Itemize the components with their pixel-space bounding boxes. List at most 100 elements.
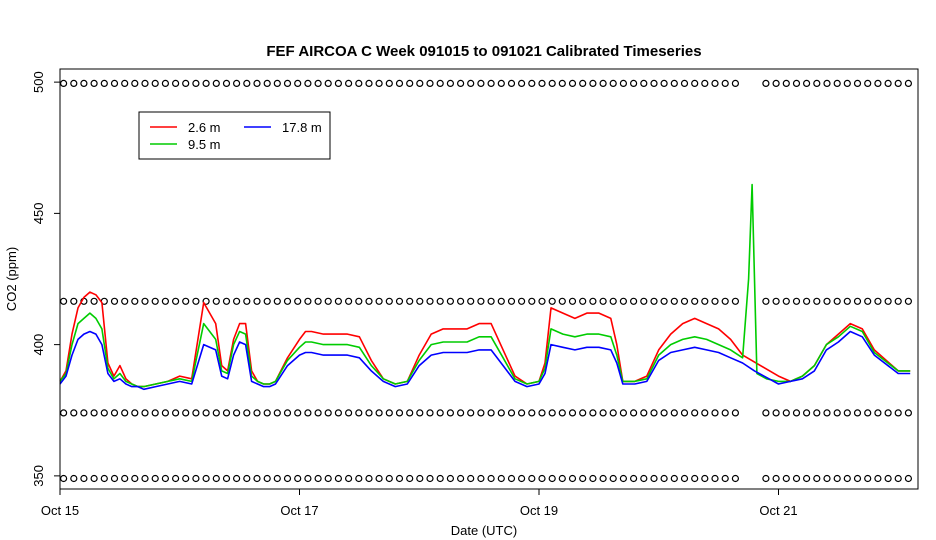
flag-marker (487, 297, 495, 305)
flag-marker (528, 474, 536, 483)
x-tick-label: Oct 17 (280, 503, 318, 518)
flag-marker (782, 409, 790, 417)
flag-marker (874, 409, 882, 417)
flag-marker (355, 297, 363, 305)
flag-marker (172, 79, 180, 88)
flag-marker (823, 297, 831, 305)
flag-marker (172, 409, 180, 417)
flag-marker (497, 409, 505, 417)
flag-marker (233, 474, 241, 483)
flag-marker (609, 474, 617, 483)
flag-marker (70, 297, 78, 305)
flag-marker (100, 79, 108, 88)
flag-marker (273, 474, 281, 483)
flag-marker (426, 297, 434, 305)
flag-marker (904, 474, 913, 483)
flag-marker (823, 474, 831, 483)
flag-marker (243, 474, 251, 483)
flag-marker (894, 79, 902, 88)
flag-marker (772, 297, 780, 305)
flag-marker (507, 79, 516, 88)
flag-marker (90, 474, 98, 483)
flag-marker (538, 474, 546, 483)
flag-marker (711, 297, 719, 305)
flag-marker (548, 409, 556, 417)
flag-marker (477, 297, 485, 305)
flag-marker (711, 409, 719, 417)
flag-marker (406, 409, 414, 417)
flag-marker (131, 409, 139, 417)
flag-marker (467, 297, 475, 305)
flag-marker (904, 297, 913, 305)
legend-box (138, 111, 331, 160)
flag-marker (467, 79, 475, 88)
series-line-2-6-m (59, 291, 911, 388)
flag-marker (90, 409, 98, 417)
flag-marker (446, 79, 454, 88)
flag-marker (222, 297, 231, 305)
flag-marker (395, 79, 404, 88)
flag-marker (558, 297, 566, 305)
flag-marker (650, 409, 658, 417)
flag-marker (568, 79, 577, 88)
flag-marker (487, 474, 495, 483)
flag-marker (772, 409, 780, 417)
flag-marker (151, 297, 159, 305)
flag-marker (233, 297, 241, 305)
y-axis: 350 400 450 500 (31, 71, 61, 487)
flag-marker (538, 79, 546, 88)
flag-marker (324, 297, 332, 305)
flag-marker (691, 297, 699, 305)
flag-marker (457, 297, 465, 305)
flag-marker (517, 409, 526, 417)
flag-marker (243, 409, 251, 417)
flag-marker (222, 79, 231, 88)
flag-marker (253, 409, 261, 417)
flag-marker (355, 474, 363, 483)
flag-marker (141, 409, 149, 417)
flag-marker (802, 474, 811, 483)
flag-marker (660, 79, 668, 88)
legend-label: 2.6 m (188, 120, 221, 135)
flag-marker (701, 297, 709, 305)
flag-marker (467, 409, 475, 417)
flag-marker (721, 79, 729, 88)
flag-marker (80, 79, 88, 88)
flag-marker (446, 297, 454, 305)
flag-marker (792, 474, 801, 483)
flag-marker (59, 409, 68, 417)
flag-marker (558, 474, 566, 483)
flag-marker (385, 474, 393, 483)
flag-marker (161, 409, 169, 417)
flag-marker (894, 474, 902, 483)
flag-marker (843, 474, 851, 483)
status-flag-markers (59, 79, 913, 483)
flag-marker (568, 297, 577, 305)
flag-marker (416, 409, 424, 417)
flag-marker (670, 297, 678, 305)
flag-marker (650, 297, 658, 305)
flag-marker (202, 297, 210, 305)
flag-marker (853, 474, 862, 483)
legend: 2.6 m 9.5 m 17.8 m (138, 111, 331, 160)
flag-marker (141, 474, 149, 483)
flag-marker (762, 474, 770, 483)
flag-marker (528, 79, 536, 88)
series-line-17-8-m (59, 330, 911, 391)
flag-marker (507, 474, 516, 483)
flag-marker (375, 474, 383, 483)
flag-marker (406, 474, 414, 483)
flag-marker (294, 474, 302, 483)
flag-marker (477, 79, 485, 88)
flag-marker (110, 79, 119, 88)
flag-marker (619, 297, 628, 305)
flag-marker (324, 474, 332, 483)
x-axis: Oct 15 Oct 17 Oct 19 Oct 21 (41, 488, 798, 518)
flag-marker (355, 79, 363, 88)
flag-marker (436, 79, 444, 88)
flag-marker (701, 474, 709, 483)
flag-marker (813, 79, 821, 88)
flag-marker (670, 474, 678, 483)
y-tick-label: 400 (31, 334, 46, 356)
